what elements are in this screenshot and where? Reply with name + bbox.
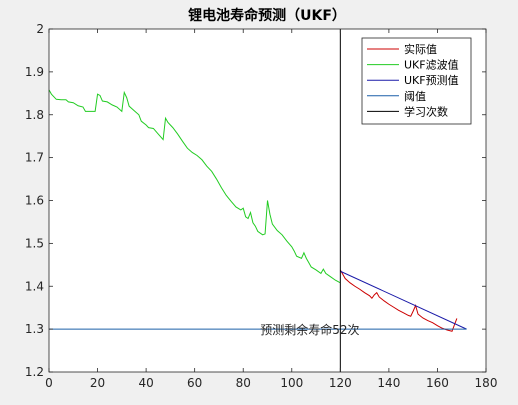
y-tick-label: 1.8	[25, 108, 44, 122]
x-tick-label: 0	[45, 376, 53, 390]
y-tick-label: 1.2	[25, 365, 44, 379]
x-tick-label: 160	[426, 376, 449, 390]
x-tick-label: 40	[138, 376, 153, 390]
x-tick-label: 100	[280, 376, 303, 390]
x-tick-label: 180	[475, 376, 498, 390]
legend-box	[361, 37, 472, 125]
legend-label-0: 实际值	[404, 42, 437, 56]
x-tick-label: 80	[236, 376, 251, 390]
y-tick-label: 1.9	[25, 65, 44, 79]
legend-label-2: UKF预测值	[404, 74, 459, 87]
y-tick-label: 1.7	[25, 151, 44, 165]
x-tick-label: 20	[90, 376, 105, 390]
annotation-text: 预测剩余寿命52次	[260, 322, 359, 337]
y-tick-label: 1.6	[25, 194, 44, 208]
x-tick-label: 120	[329, 376, 352, 390]
legend-label-1: UKF滤波值	[404, 59, 459, 72]
x-tick-label: 60	[187, 376, 202, 390]
legend-label-3: 阈值	[404, 89, 426, 103]
y-tick-label: 2	[36, 22, 44, 36]
chart-title: 锂电池寿命预测（UKF）	[188, 7, 346, 24]
series-layer	[48, 29, 467, 372]
series-line-0	[339, 269, 458, 332]
annotations-layer: 预测剩余寿命52次	[260, 322, 359, 337]
series-line-2	[340, 270, 467, 330]
x-tick-label: 140	[377, 376, 400, 390]
y-tick-label: 1.4	[25, 279, 44, 293]
y-tick-label: 1.5	[25, 236, 44, 250]
y-tick-label: 1.3	[25, 322, 44, 336]
legend-label-4: 学习次数	[404, 104, 448, 118]
axes-layer: 0 20 40 60 80 100 120 140 160 180 1.2 1.3 1.4 1.5 1.6 1…	[25, 22, 498, 390]
series-line-1	[48, 89, 341, 284]
